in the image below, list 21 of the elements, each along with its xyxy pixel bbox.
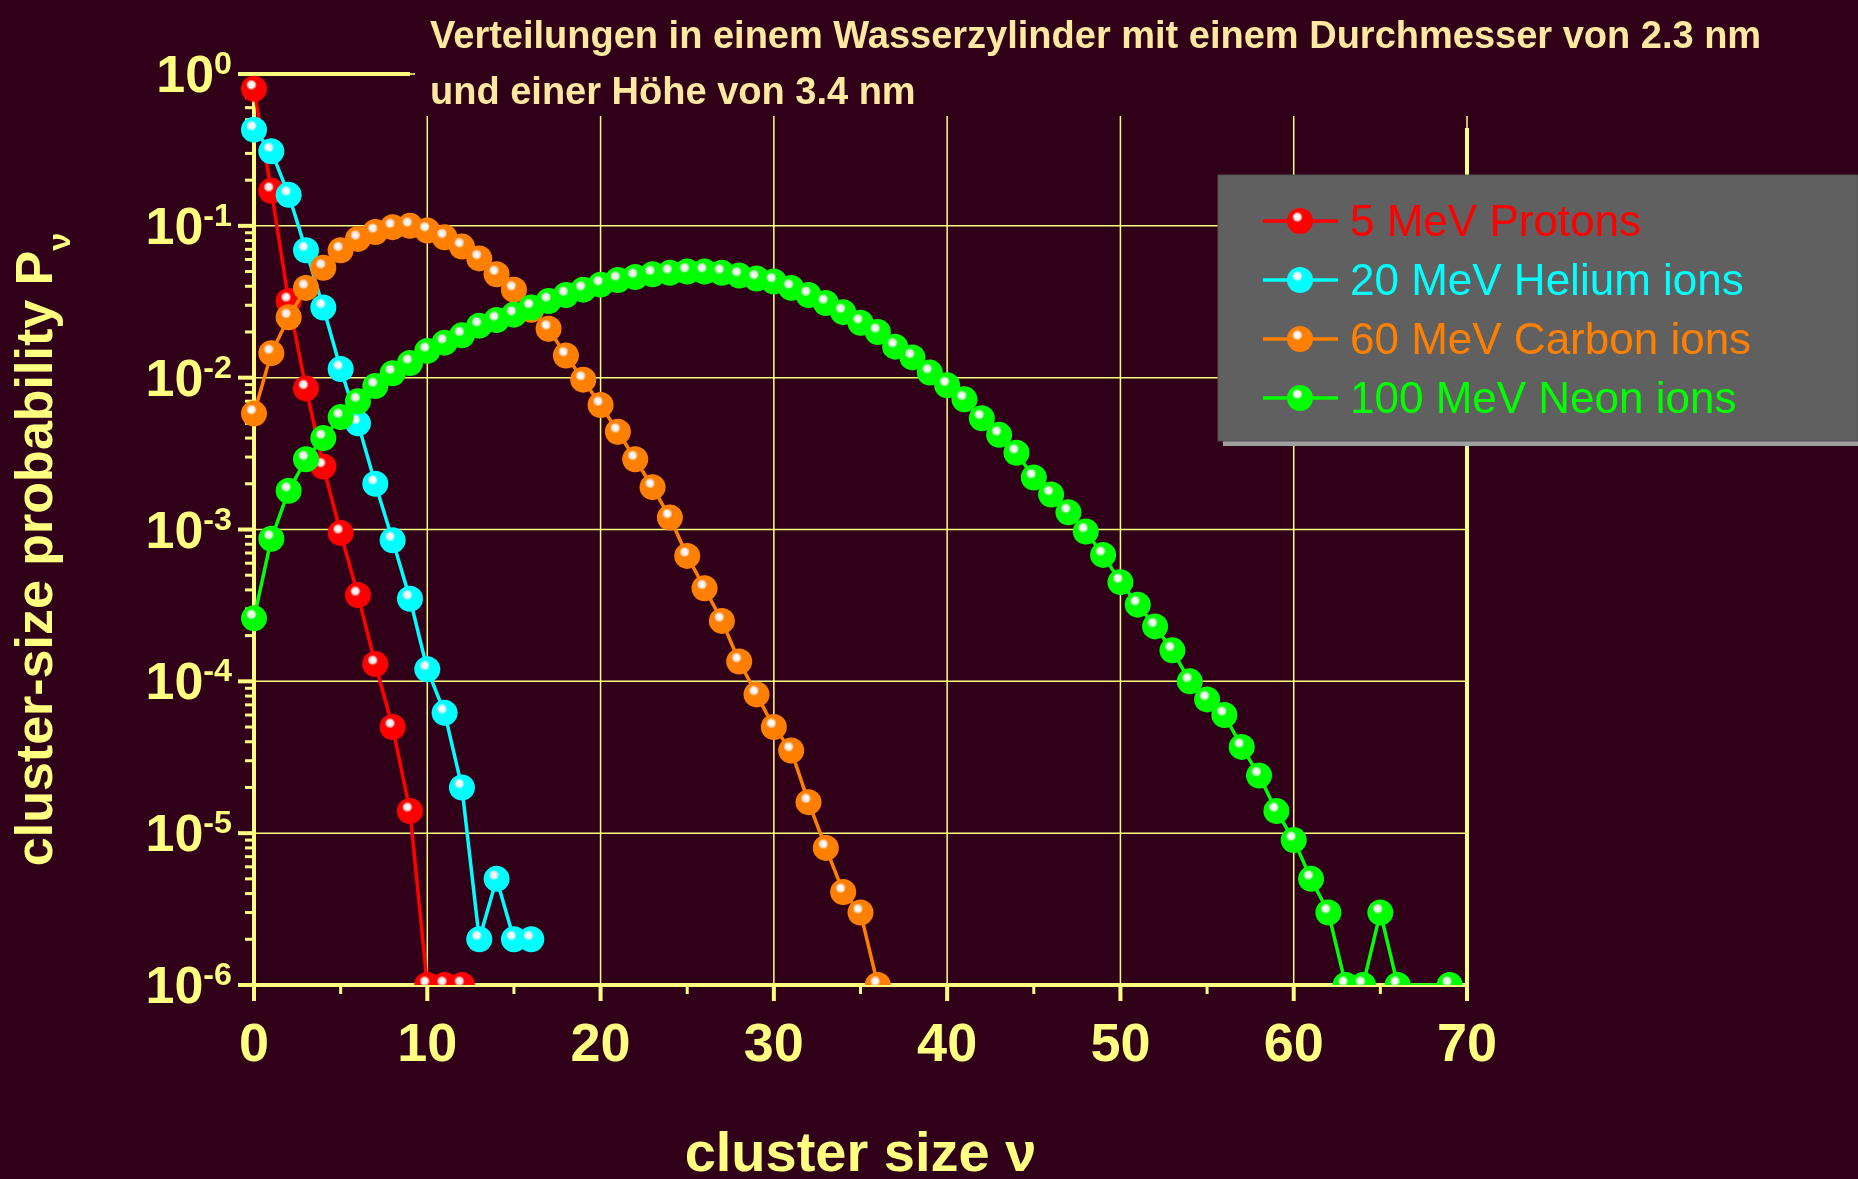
- y-tick-label: 10$^{-3}$: [145, 500, 232, 559]
- x-tick-label: 50: [1090, 1012, 1151, 1072]
- x-axis-title: cluster size ν: [684, 1120, 1037, 1179]
- y-tick-label: 10$^{0}$: [156, 45, 232, 103]
- x-tick-label: 30: [743, 1012, 804, 1072]
- x-tick-label: 60: [1263, 1012, 1324, 1072]
- y-tick-label: 10$^{-1}$: [145, 196, 233, 255]
- y-tick-label: 10$^{-4}$: [145, 652, 233, 711]
- x-tick-label: 10: [397, 1012, 458, 1072]
- y-tick-label: 10$^{-5}$: [145, 804, 233, 863]
- legend-label: 20 MeV Helium ions: [1350, 255, 1744, 304]
- y-tick-label: 10$^{-6}$: [145, 956, 232, 1014]
- y-tick-label: 10$^{-2}$: [145, 348, 232, 407]
- x-tick-label: 40: [917, 1012, 978, 1072]
- chart-title: Verteilungen in einem Wasserzylinder mit einem Durchmesser von 2.3 nm und einer Höhe von 3.4 nm: [430, 14, 1762, 112]
- x-tick-label: 0: [238, 1012, 270, 1072]
- x-tick-label: 70: [1436, 1012, 1498, 1072]
- x-tick-label: 20: [570, 1012, 631, 1072]
- legend-label: 5 MeV Protons: [1350, 196, 1642, 245]
- legend-label: 100 MeV Neon ions: [1350, 373, 1737, 422]
- legend-label: 60 MeV Carbon ions: [1350, 314, 1752, 363]
